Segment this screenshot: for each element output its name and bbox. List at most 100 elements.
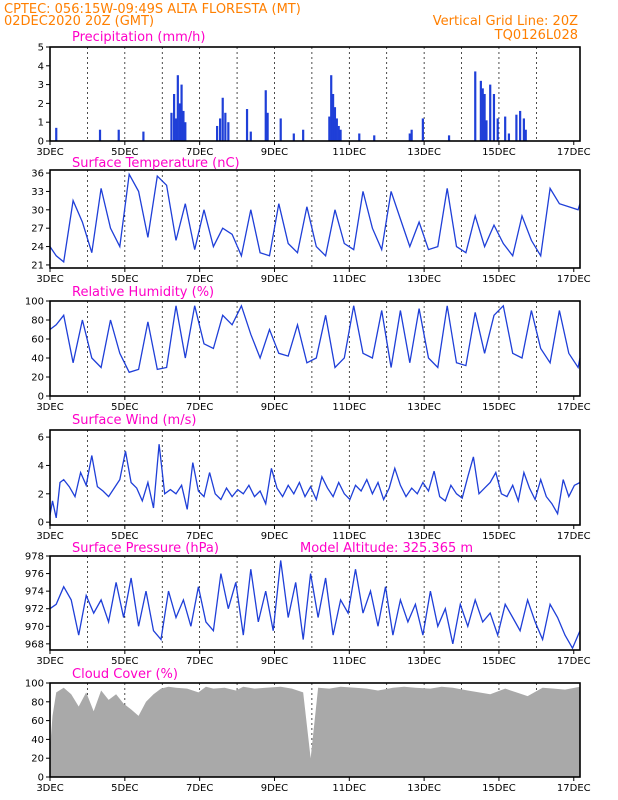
x-tick-label: 3DEC — [36, 656, 63, 667]
x-tick-label: 17DEC — [557, 402, 591, 413]
y-tick-label: 972 — [25, 604, 44, 615]
precip-bar — [483, 94, 486, 141]
header-station: CPTEC: 056:15W-09:49S ALTA FLORESTA (MT) — [4, 2, 301, 17]
y-tick-label: 0 — [38, 773, 44, 784]
precip-bar — [182, 110, 185, 141]
x-tick-label: 5DEC — [111, 531, 138, 542]
x-tick-label: 13DEC — [407, 783, 441, 794]
panel-title: Relative Humidity (%) — [72, 285, 214, 300]
pressure-series-line — [49, 560, 581, 650]
precip-bar — [245, 109, 249, 141]
x-tick-label: 9DEC — [261, 783, 288, 794]
x-tick-label: 5DEC — [111, 147, 138, 158]
y-tick-label: 0 — [38, 137, 44, 148]
panel-cloud: 0 20 40 60 80 100 3DEC 5DEC 7DEC 9DEC 11DEC 13DEC 15… — [25, 667, 591, 794]
precip-bar — [249, 131, 252, 141]
x-tick-label: 7DEC — [186, 531, 213, 542]
x-tick-label: 17DEC — [557, 531, 591, 542]
precip-bar — [172, 94, 176, 141]
header-code: TQ0126L028 — [494, 28, 578, 43]
precip-bar — [55, 127, 58, 141]
panel-rh: 0 20 40 60 80 100 3DEC 5DEC 7DEC 9DEC 11DEC 13DEC 15… — [25, 285, 591, 413]
x-tick-label: 15DEC — [482, 783, 516, 794]
x-tick-label: 11DEC — [332, 274, 366, 285]
x-tick-label: 13DEC — [407, 274, 441, 285]
panel-precip: 0 1 2 3 4 5 3DEC 5DEC 7DEC 9DEC 11DEC 13DEC 15DEC 17D… — [36, 30, 590, 158]
precip-bar — [117, 129, 120, 141]
x-tick-label: 13DEC — [407, 402, 441, 413]
x-tick-label: 15DEC — [482, 274, 516, 285]
precip-bar — [489, 84, 492, 141]
precip-bar — [330, 75, 333, 141]
x-tick-label: 13DEC — [407, 531, 441, 542]
x-tick-label: 3DEC — [36, 402, 63, 413]
y-tick-label: 40 — [31, 354, 44, 365]
x-tick-label: 17DEC — [557, 274, 591, 285]
x-tick-label: 5DEC — [111, 783, 138, 794]
y-tick-label: 0 — [38, 392, 44, 403]
y-tick-label: 4 — [38, 461, 44, 472]
x-tick-label: 17DEC — [557, 147, 591, 158]
x-tick-label: 11DEC — [332, 531, 366, 542]
precip-bar — [496, 118, 499, 141]
precip-bar — [421, 118, 424, 141]
precip-bar — [224, 112, 227, 141]
plot-frame — [49, 169, 581, 269]
x-tick-label: 11DEC — [332, 656, 366, 667]
x-tick-label: 15DEC — [482, 147, 516, 158]
precip-bar — [178, 103, 181, 141]
x-tick-label: 13DEC — [407, 147, 441, 158]
x-tick-label: 9DEC — [261, 402, 288, 413]
y-tick-label: 33 — [31, 187, 44, 198]
precip-bar — [479, 80, 482, 141]
y-tick-label: 100 — [25, 679, 44, 690]
precip-bar — [481, 88, 484, 141]
x-tick-label: 9DEC — [261, 531, 288, 542]
precip-bar — [170, 112, 173, 141]
precip-bar — [373, 135, 376, 141]
precip-bar — [219, 118, 222, 141]
precip-bar — [474, 71, 477, 141]
panel-annotation: Model Altitude: 325.365 m — [300, 541, 473, 556]
y-tick-label: 27 — [31, 224, 44, 235]
y-tick-label: 36 — [31, 169, 44, 180]
precip-bar — [515, 114, 518, 141]
y-tick-label: 976 — [25, 569, 44, 580]
y-tick-label: 30 — [31, 205, 44, 216]
y-tick-label: 60 — [31, 335, 44, 346]
precip-bar — [519, 110, 522, 141]
panel-pressure: 968 970 972 974 976 978 3DEC 5DEC 7DEC 9DEC 11DEC 1… — [25, 541, 591, 667]
precip-bar — [522, 118, 525, 141]
plot-frame — [49, 46, 581, 142]
y-tick-label: 2 — [38, 99, 44, 110]
precip-bar — [221, 97, 224, 141]
y-tick-label: 2 — [38, 489, 44, 500]
precip-bar — [328, 116, 331, 141]
y-tick-label: 974 — [25, 587, 44, 598]
header-run: 02DEC2020 20Z (GMT) — [4, 14, 154, 29]
precip-bar — [524, 129, 527, 141]
wind-series-line — [49, 444, 581, 519]
y-tick-label: 970 — [25, 622, 44, 633]
precip-bar — [492, 94, 496, 141]
y-tick-label: 20 — [31, 754, 44, 765]
precip-bar — [292, 133, 295, 141]
precip-bar — [227, 122, 230, 141]
x-tick-label: 7DEC — [186, 783, 213, 794]
precip-bar — [507, 133, 511, 141]
y-tick-label: 24 — [31, 242, 44, 253]
x-tick-label: 7DEC — [186, 274, 213, 285]
x-tick-label: 3DEC — [36, 147, 63, 158]
y-tick-label: 20 — [31, 373, 44, 384]
plot-frame — [49, 555, 581, 651]
panel-title: Surface Pressure (hPa) — [72, 541, 219, 556]
x-tick-label: 9DEC — [261, 147, 288, 158]
panel-title: Surface Temperature (nC) — [72, 156, 240, 171]
precip-bar — [335, 118, 338, 141]
plot-frame — [49, 682, 581, 778]
x-tick-label: 3DEC — [36, 783, 63, 794]
plot-frame — [49, 300, 581, 397]
x-tick-label: 17DEC — [557, 656, 591, 667]
precip-bar — [279, 118, 282, 141]
